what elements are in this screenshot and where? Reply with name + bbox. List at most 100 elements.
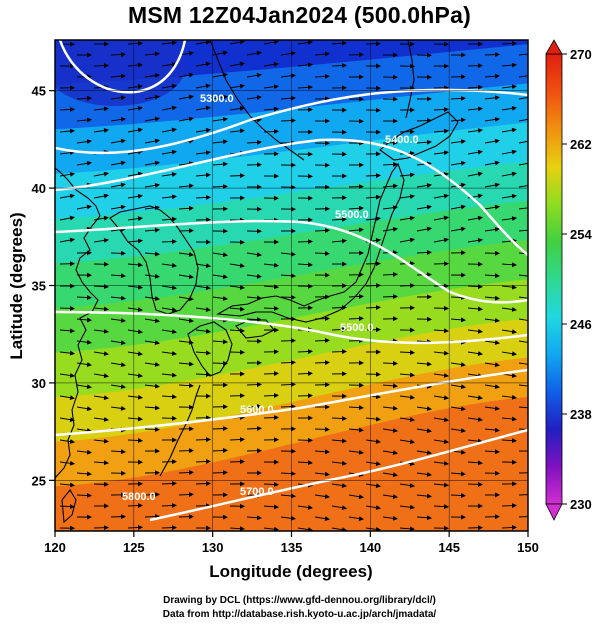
wind-arrow (416, 161, 432, 167)
wind-arrow (161, 40, 177, 46)
wind-arrow (467, 306, 483, 312)
wind-arrow (178, 470, 194, 476)
wind-arrow (416, 226, 432, 232)
wind-arrow (76, 471, 92, 477)
wind-arrow (178, 251, 194, 257)
wind-arrow (484, 138, 500, 144)
wind-arrow (229, 263, 245, 269)
lat-lon-grid (54, 40, 529, 531)
wind-arrow (263, 504, 279, 510)
wind-arrow (365, 305, 381, 311)
wind-arrow (484, 116, 500, 122)
wind-arrow (467, 284, 483, 290)
wind-arrow (93, 171, 109, 177)
wind-arrow (433, 372, 449, 378)
wind-arrow (416, 428, 432, 434)
wind-arrow (331, 527, 347, 531)
wind-arrow (416, 250, 432, 256)
wind-arrow (144, 138, 160, 144)
wind-arrow (501, 306, 517, 312)
wind-arrow (59, 460, 75, 466)
wind-arrow (518, 516, 528, 518)
colorbar-tick-label: 230 (570, 497, 592, 512)
wind-arrow (518, 140, 528, 144)
wind-arrow (280, 118, 296, 124)
wind-arrow (518, 162, 528, 166)
wind-arrow (501, 216, 517, 222)
contour-label: 5400.0 (385, 134, 419, 146)
wind-arrow (518, 274, 528, 277)
wind-arrow (280, 382, 296, 388)
contour-5500-mid (55, 219, 528, 304)
wind-arrow (314, 51, 330, 57)
wind-arrow (93, 237, 109, 243)
wind-arrow (110, 73, 126, 79)
wind-arrow (93, 416, 109, 422)
wind-arrow (484, 449, 500, 455)
wind-arrow (518, 340, 528, 343)
wind-arrow (93, 395, 109, 401)
wind-arrow (297, 62, 313, 68)
wind-arrow (195, 459, 211, 464)
wind-arrow (467, 106, 483, 112)
wind-arrow (212, 448, 228, 453)
wind-arrow (110, 384, 126, 390)
wind-arrow (144, 73, 160, 79)
wind-arrow (229, 437, 245, 443)
wind-arrow (161, 503, 177, 509)
wind-arrow (501, 394, 517, 400)
wind-arrow (93, 460, 109, 466)
wind-arrow (416, 493, 432, 499)
wind-arrow (195, 328, 211, 334)
wind-arrow (263, 128, 279, 134)
wind-arrow (467, 481, 483, 487)
wind-arrow (110, 449, 126, 455)
wind-arrow (399, 350, 415, 356)
wind-arrow (416, 515, 432, 521)
wind-arrow (76, 317, 92, 323)
wind-arrow (161, 216, 177, 222)
wind-arrow (331, 349, 347, 355)
wind-arrow (501, 351, 517, 357)
wind-arrow (314, 227, 330, 233)
wind-arrow (348, 205, 364, 211)
wind-arrow (518, 185, 528, 188)
wind-arrow (501, 105, 517, 111)
wind-arrow (195, 263, 211, 269)
wind-arrow (314, 493, 330, 499)
wind-arrow (144, 182, 160, 188)
wind-arrow (450, 362, 466, 367)
wind-arrow (467, 171, 483, 177)
wind-arrow (518, 384, 528, 387)
wind-arrow (433, 193, 449, 199)
wind-arrow (212, 161, 228, 167)
wind-arrow (331, 460, 347, 466)
wind-arrow (76, 339, 92, 345)
wind-arrow (110, 138, 126, 144)
wind-arrow (348, 494, 364, 500)
wind-arrow (280, 251, 296, 257)
x-tick-label: 120 (44, 540, 66, 555)
wind-arrow (229, 83, 245, 89)
wind-arrow (382, 161, 398, 167)
wind-arrow (518, 53, 528, 56)
y-tick-label: 45 (32, 84, 46, 99)
wind-arrow (484, 95, 500, 101)
wind-arrow (467, 416, 483, 422)
wind-arrow (110, 273, 126, 279)
wind-arrow (246, 426, 262, 432)
wind-arrow (467, 215, 483, 221)
wind-arrow (501, 84, 517, 90)
wind-arrow (484, 52, 500, 58)
korea-coast (109, 205, 199, 315)
wind-arrow (195, 307, 211, 312)
wind-arrow (195, 83, 211, 89)
wind-arrow (314, 449, 330, 455)
wind-arrow (484, 73, 500, 79)
cold-core (55, 40, 185, 106)
colorbar-tick-label: 246 (570, 317, 592, 332)
wind-arrow (246, 404, 262, 410)
x-tick-label: 150 (517, 540, 539, 555)
wind-arrow (195, 371, 211, 377)
contour-5400 (55, 88, 528, 155)
